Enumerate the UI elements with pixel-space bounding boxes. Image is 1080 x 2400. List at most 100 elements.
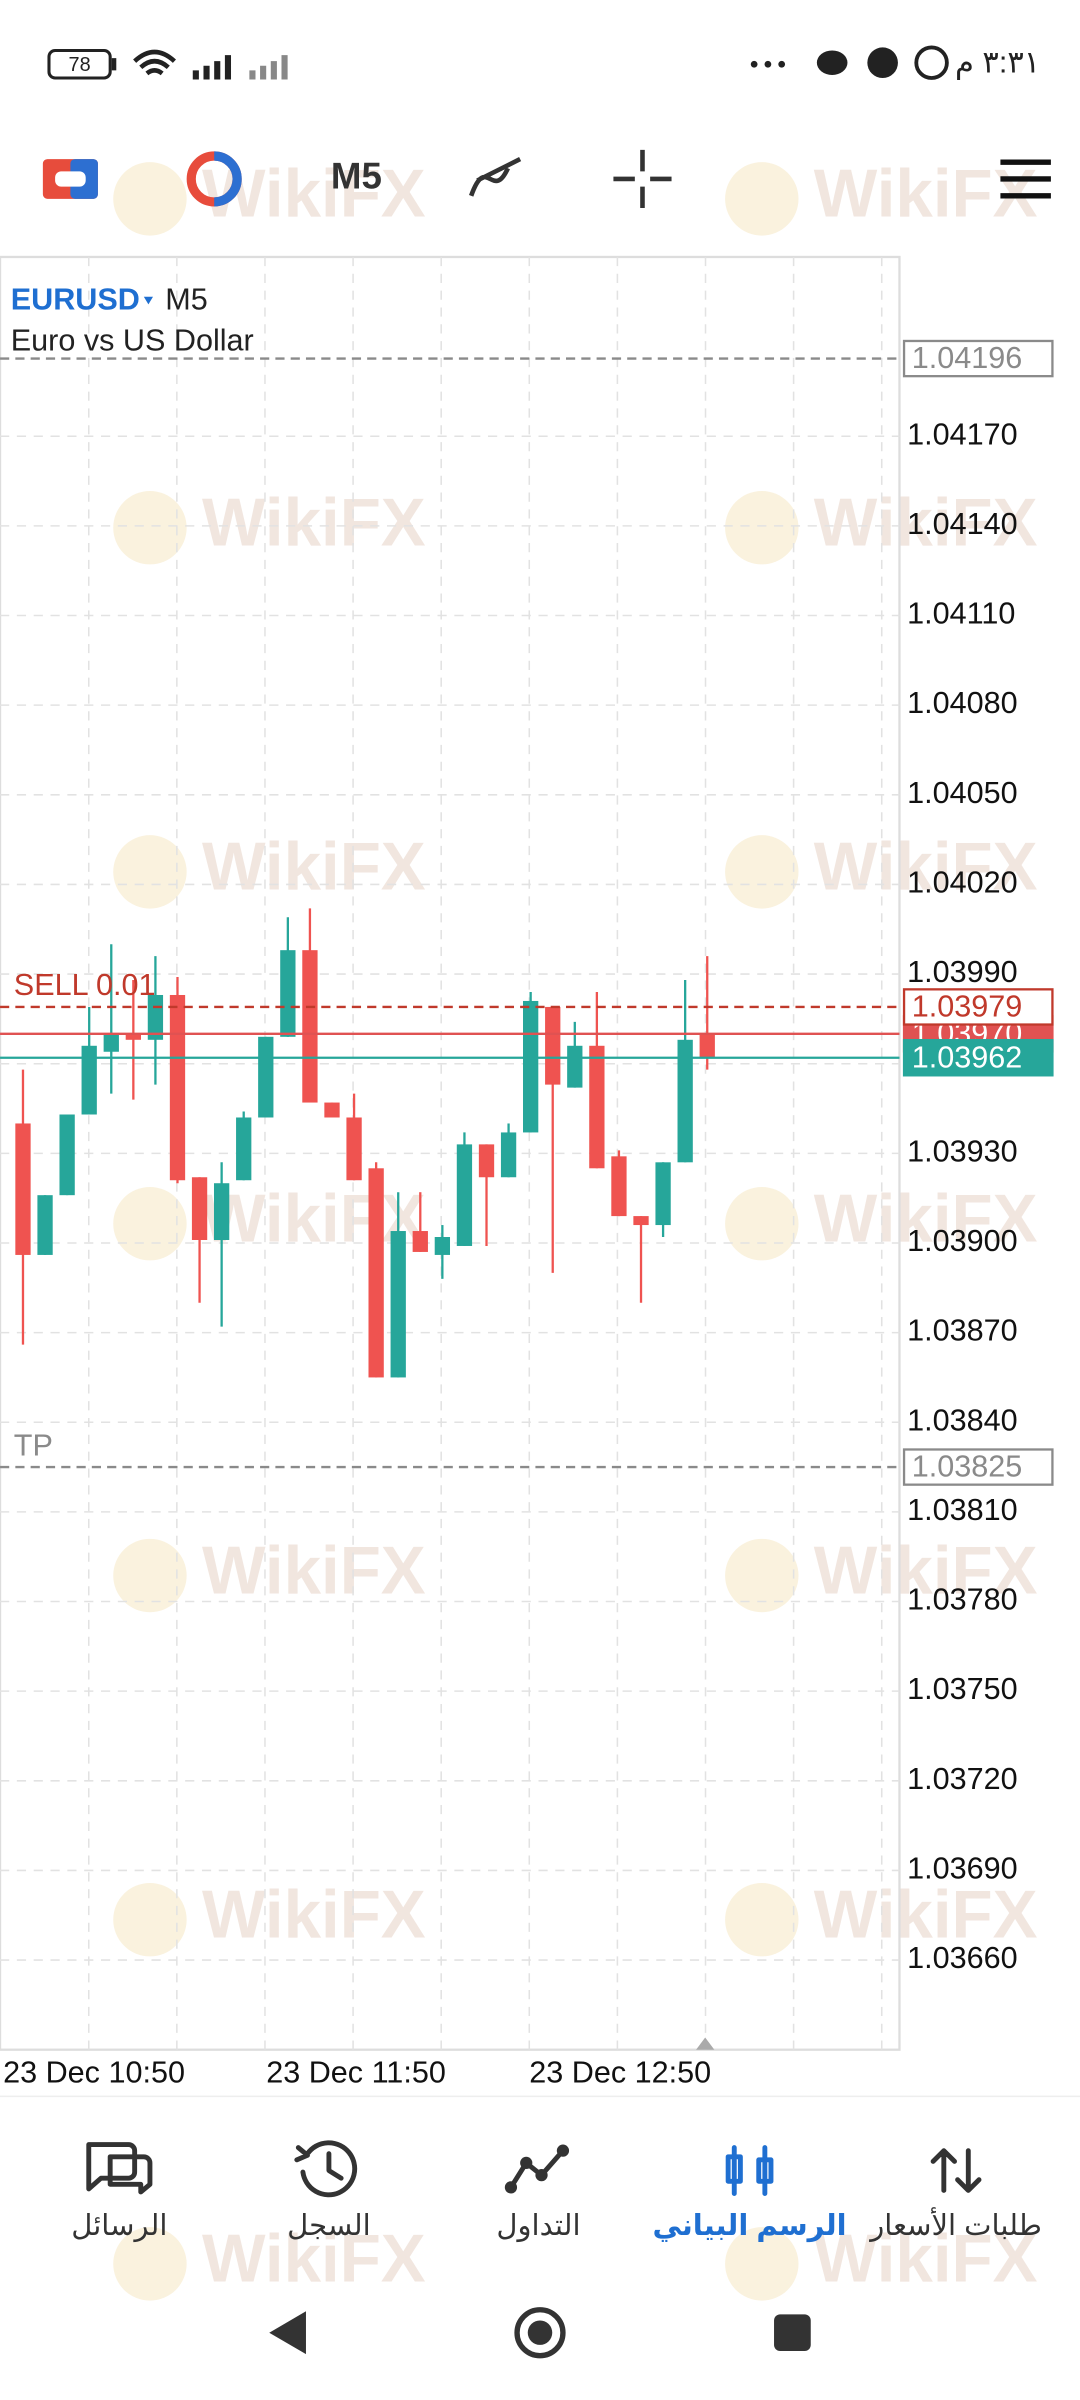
candle-body: [59, 1114, 75, 1196]
y-tick-label: 1.03660: [907, 1941, 1018, 1975]
candle-body: [191, 1177, 208, 1240]
nav-item[interactable]: السجل: [287, 2140, 371, 2242]
battery-tip: [111, 58, 117, 71]
y-tick-label: 1.03750: [907, 1672, 1018, 1706]
crosshair-button[interactable]: [613, 149, 672, 209]
timeframe-button[interactable]: M5: [331, 156, 382, 197]
watermark-logo: [113, 1882, 187, 1957]
symbol-dropdown[interactable]: [143, 296, 154, 305]
watermark-logo: [113, 835, 187, 909]
watermark-text: WikiFX: [202, 830, 426, 905]
x-tick-label: 23 Dec 10:50: [3, 2055, 185, 2089]
price-label: 1.03825: [912, 1450, 1023, 1484]
nav-icon-dot: [556, 2144, 570, 2157]
home-button[interactable]: [514, 2307, 566, 2359]
signal-icon: [192, 55, 232, 80]
price-line-name: SELL 0.01: [14, 968, 156, 1002]
watermarks: WikiFX WikiFX WikiFX WikiFX WikiFX WikiFX Wiki…: [113, 157, 1038, 2301]
watermark-logo: [725, 1186, 799, 1261]
watermark-logo: [725, 491, 799, 565]
one-click-trading-button[interactable]: [42, 159, 98, 199]
price-label: 1.03962: [912, 1040, 1023, 1074]
candle-body: [390, 1231, 406, 1378]
candle-body: [545, 1006, 561, 1085]
battery-icon: [47, 48, 112, 80]
x-tick-label: 23 Dec 11:50: [266, 2055, 446, 2089]
nav-divider: [0, 2095, 1080, 2098]
price-label-box: [902, 988, 1054, 1026]
bottom-nav: الرسائل السجل التداول الرسم البياني طلبات ال…: [71, 2140, 1042, 2242]
candle-body: [213, 1183, 230, 1240]
more-dot: [764, 60, 772, 68]
recents-button[interactable]: [774, 2314, 811, 2352]
watermark-logo: [113, 1186, 187, 1261]
y-tick-label: 1.03810: [907, 1493, 1018, 1527]
toolbar: M5: [42, 149, 1051, 209]
watermark-logo: [725, 162, 799, 236]
watermark-text: WikiFX: [814, 1181, 1038, 1256]
watermark-logo: [113, 162, 187, 236]
symbol[interactable]: EURUSD: [11, 282, 140, 316]
nav-icon: [725, 2145, 774, 2196]
candle-body: [368, 1168, 384, 1378]
nav-item[interactable]: طلبات الأسعار: [868, 2148, 1042, 2242]
whatsapp-icon: [914, 45, 949, 80]
watermark-text: WikiFX: [814, 486, 1038, 561]
back-button[interactable]: [269, 2311, 306, 2355]
price-label-box: [902, 1038, 1054, 1077]
watermark-text: WikiFX: [814, 2222, 1038, 2297]
candle-body: [633, 1216, 649, 1226]
y-tick-label: 1.04140: [907, 507, 1018, 541]
x-tick-label: 23 Dec 12:50: [529, 2055, 711, 2089]
watermark-text: WikiFX: [814, 830, 1038, 905]
objects-button[interactable]: [469, 157, 522, 197]
watermark-logo: [725, 835, 799, 909]
candle-body: [346, 1117, 362, 1181]
nav-item[interactable]: الرسائل: [71, 2142, 167, 2242]
nav-label: السجل: [287, 2210, 371, 2242]
candle-body: [478, 1144, 495, 1178]
watermark-logo: [113, 1538, 187, 1613]
nav-item[interactable]: التداول: [496, 2144, 581, 2242]
watermark-text: WikiFX: [814, 1533, 1038, 1608]
nav-icon-dot: [504, 2181, 518, 2194]
chart: 1.04170 1.04140 1.04110 1.04080 1.04050 1.040…: [0, 256, 1054, 2089]
y-tick-label: 1.04050: [907, 776, 1018, 810]
current-time-marker: [696, 2037, 715, 2050]
candle-body: [169, 994, 186, 1181]
more-dot: [750, 60, 758, 68]
indicator-button[interactable]: [186, 151, 242, 207]
candle-body: [37, 1195, 53, 1255]
watermark-logo: [725, 2227, 799, 2301]
candle-body: [456, 1144, 473, 1246]
nav-icon: [508, 2148, 566, 2190]
candle-body: [258, 1036, 274, 1118]
chat-icon: [816, 50, 848, 75]
watermark-logo: [725, 1538, 799, 1613]
y-tick-label: 1.04110: [907, 597, 1015, 631]
y-tick-label: 1.03900: [907, 1224, 1018, 1258]
nav-icon-dot: [535, 2169, 548, 2182]
nav-item[interactable]: الرسم البياني: [652, 2145, 847, 2242]
candle-body: [523, 1000, 539, 1133]
candle-body: [434, 1237, 451, 1255]
y-tick-label: 1.03870: [907, 1314, 1018, 1348]
menu-button[interactable]: [1000, 159, 1051, 199]
candle-body: [15, 1123, 31, 1255]
price-label: 1.04196: [912, 341, 1023, 375]
nav-label: الرسم البياني: [652, 2210, 846, 2242]
candle-body: [125, 1033, 141, 1040]
price-label-box: [902, 339, 1054, 378]
nav-label: الرسائل: [71, 2210, 167, 2242]
signal-icon-2: [249, 55, 288, 80]
nav-icon: [86, 2142, 153, 2195]
candle-body: [655, 1162, 671, 1226]
candle-body: [611, 1156, 627, 1217]
watermark-text: WikiFX: [202, 486, 426, 561]
y-tick-label: 1.04170: [907, 417, 1018, 451]
y-tick-label: 1.03840: [907, 1403, 1018, 1437]
system-nav: [269, 2307, 811, 2359]
chart-timeframe: M5: [165, 282, 207, 316]
clock: ٣:٣١ م: [955, 45, 1040, 79]
